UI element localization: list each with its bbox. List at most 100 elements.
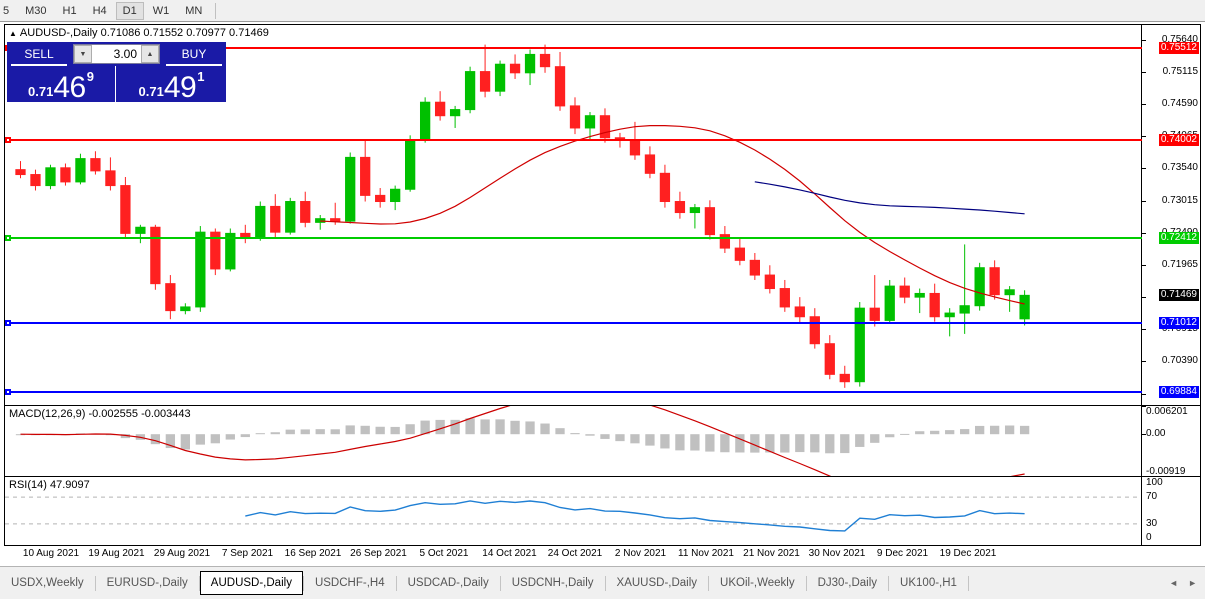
buy-button[interactable]: BUY [166,44,222,66]
tab-divider [708,575,710,591]
macd-label: -0.00919 [1146,466,1186,477]
chart-title-text: AUDUSD-,Daily 0.71086 0.71552 0.70977 0.… [19,27,269,39]
date-label: 5 Oct 2021 [419,548,469,559]
tab-eurusd-daily[interactable]: EURUSD-,Daily [106,577,188,589]
rsi-axis: 100 70 30 0 [1141,477,1200,545]
price-tag[interactable]: 0.69884 [1158,386,1199,399]
timeframe-toolbar: 5 M30 H1 H4 D1 W1 MN [0,0,1205,22]
price-tag[interactable]: 0.75512 [1158,41,1199,54]
macd-svg [15,406,1030,476]
date-label: 19 Aug 2021 [88,548,145,559]
level-line[interactable] [5,234,1142,241]
price-tag[interactable]: 0.71012 [1158,317,1199,330]
price-label: 0.75115 [1162,65,1198,77]
tab-usdcad-daily[interactable]: USDCAD-,Daily [407,577,489,589]
toolbar-divider [215,2,217,19]
date-label: 2 Nov 2021 [614,548,667,559]
tab-divider [499,575,501,591]
rsi-label: 0 [1146,532,1152,543]
price-tick [1142,200,1146,202]
rsi-title: RSI(14) 47.9097 [9,479,90,491]
price-tick [1142,361,1146,363]
price-label: 0.73015 [1161,194,1198,206]
buy-price[interactable]: 0.71 49 1 [117,66,226,103]
level-handle[interactable] [5,137,11,144]
date-label: 19 Dec 2021 [939,548,997,559]
price-label: 0.70390 [1161,355,1198,367]
timeframe-h4[interactable]: H4 [92,4,107,17]
tab-uk100-h1[interactable]: UK100-,H1 [900,577,957,589]
rsi-label: 100 [1146,477,1163,488]
volume-stepper[interactable]: ▼ 3.00 ▲ [73,44,160,64]
tab-divider [302,575,304,591]
tab-scroll-right-icon[interactable]: ► [1188,578,1197,588]
tab-audusd-daily[interactable]: AUDUSD-,Daily [199,571,303,595]
tab-usdchf-h4[interactable]: USDCHF-,H4 [314,577,385,589]
buy-price-main: 49 [163,71,197,104]
timeframe-w1[interactable]: W1 [152,4,170,17]
tab-xauusd-daily[interactable]: XAUUSD-,Daily [616,577,698,589]
level-line[interactable] [5,320,1142,327]
level-line[interactable] [5,389,1142,396]
price-tag[interactable]: 0.71469 [1158,289,1199,302]
price-tag[interactable]: 0.74002 [1158,134,1199,147]
tab-ukoil-weekly[interactable]: UKOil-,Weekly [720,577,795,589]
volume-input[interactable]: 3.00 [92,45,141,63]
macd-label: 0.006201 [1146,406,1188,417]
tab-divider [395,575,397,591]
tab-scroll-left-icon[interactable]: ◄ [1169,578,1179,588]
price-tick [1142,297,1146,299]
tab-divider [604,575,606,591]
tab-usdx-weekly[interactable]: USDX,Weekly [11,577,84,589]
date-label: 29 Aug 2021 [153,548,211,559]
collapse-icon[interactable]: ▲ [9,29,17,38]
price-label: 0.73540 [1161,162,1198,174]
price-tick [1142,232,1146,234]
rsi-pane[interactable]: RSI(14) 47.9097 100 70 30 0 [5,477,1200,545]
chart-title: ▲ AUDUSD-,Daily 0.71086 0.71552 0.70977 0… [9,27,269,40]
rsi-svg [5,496,1142,532]
one-click-trading-panel[interactable]: SELL ▼ 3.00 ▲ BUY 0.71 46 9 0.71 49 1 [7,42,226,103]
macd-tick [1142,434,1146,436]
timeframe-h1[interactable]: H1 [62,4,77,17]
level-handle[interactable] [5,320,11,327]
timeframe-5[interactable]: 5 [3,4,10,17]
tab-divider [198,575,200,591]
tab-divider [805,575,807,591]
rsi-plot[interactable]: RSI(14) 47.9097 [5,477,1142,545]
volume-decrease-icon[interactable]: ▼ [74,45,92,63]
tab-usdcnh-daily[interactable]: USDCNH-,Daily [511,577,594,589]
timeframe-m30[interactable]: M30 [25,4,47,17]
macd-pane[interactable]: MACD(12,26,9) -0.002555 -0.003443 0.0062… [5,406,1200,477]
date-label: 26 Sep 2021 [350,548,407,559]
level-handle[interactable] [5,234,11,241]
macd-plot[interactable]: MACD(12,26,9) -0.002555 -0.003443 [5,406,1142,476]
sell-price[interactable]: 0.71 46 9 [7,66,116,103]
tab-dj30-daily[interactable]: DJ30-,Daily [817,577,878,589]
macd-title: MACD(12,26,9) -0.002555 -0.003443 [9,408,191,420]
sell-price-fraction: 9 [86,69,94,84]
date-label: 30 Nov 2021 [808,548,866,559]
tab-divider [967,575,969,591]
date-label: 16 Sep 2021 [284,548,342,559]
volume-increase-icon[interactable]: ▲ [141,45,159,63]
price-tick [1142,264,1146,266]
chart-tabs[interactable]: USDX,Weekly EURUSD-,Daily AUDUSD-,Daily USD… [0,566,1205,599]
level-handle[interactable] [5,389,11,396]
level-line[interactable] [5,137,1142,144]
trade-controls: SELL ▼ 3.00 ▲ BUY [7,42,226,66]
rsi-label: 30 [1146,517,1158,529]
tab-divider [888,575,890,591]
price-tag[interactable]: 0.72412 [1158,231,1199,244]
date-label: 21 Nov 2021 [743,548,800,559]
timeframe-d1[interactable]: D1 [115,1,144,20]
price-axis[interactable]: 0.756400.751150.745900.740650.735400.730… [1141,25,1200,405]
macd-tick [1142,476,1146,477]
buy-price-fraction: 1 [197,69,205,84]
tab-scroll-controls: ◄ ► [1169,578,1205,588]
timeframe-mn[interactable]: MN [185,4,203,17]
price-plot[interactable]: ▲ AUDUSD-,Daily 0.71086 0.71552 0.70977 0… [5,25,1142,405]
sell-button[interactable]: SELL [11,44,67,66]
price-tick [1142,39,1146,41]
